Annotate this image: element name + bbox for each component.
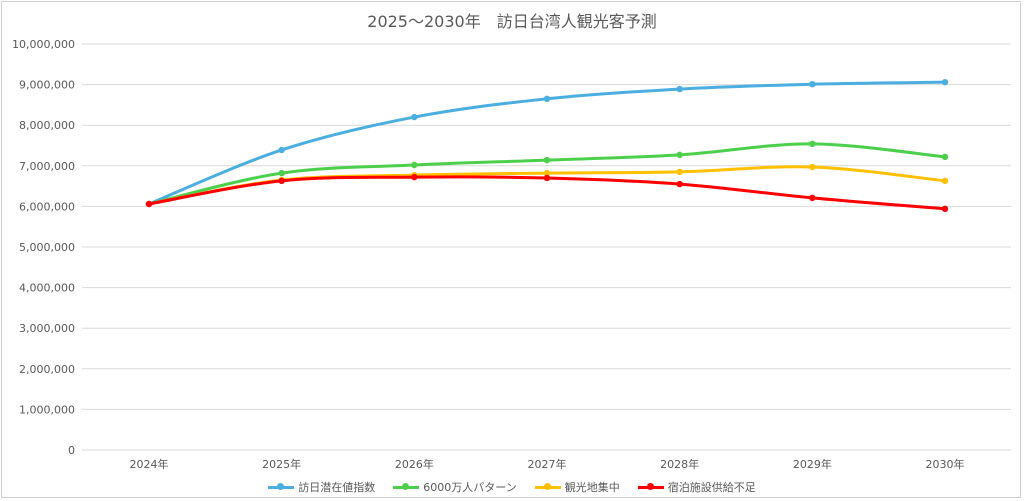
data-point <box>941 177 949 185</box>
x-tick-label: 2027年 <box>528 457 567 471</box>
legend-label: 観光地集中 <box>564 481 620 494</box>
data-point <box>676 151 683 159</box>
data-point <box>809 163 816 171</box>
legend: 訪日潜在値指数 6000万人パターン 観光地集中 宿泊施設供給不足 <box>0 479 1024 495</box>
y-tick-label: 6,000,000 <box>19 200 75 213</box>
legend-label: 訪日潜在値指数 <box>298 481 376 494</box>
data-point <box>145 200 153 208</box>
legend-item: 6000万人パターン <box>393 479 517 495</box>
series-line-3 <box>148 175 946 211</box>
data-point <box>411 173 418 181</box>
x-tick-label: 2028年 <box>660 457 699 471</box>
data-point <box>543 156 551 164</box>
data-point <box>278 146 285 154</box>
data-point <box>809 80 816 88</box>
x-tick-label: 2030年 <box>926 457 965 471</box>
y-tick-label: 0 <box>68 444 75 457</box>
legend-item: 訪日潜在値指数 <box>268 479 375 495</box>
y-tick-label: 7,000,000 <box>19 160 75 173</box>
data-point <box>543 174 551 182</box>
data-point <box>676 85 683 93</box>
data-point <box>809 140 816 148</box>
y-tick-label: 1,000,000 <box>19 403 75 416</box>
data-point <box>543 95 551 103</box>
data-point <box>278 177 285 185</box>
data-point <box>543 169 551 177</box>
data-point <box>809 194 816 202</box>
legend-item: 観光地集中 <box>534 479 620 495</box>
legend-label: 宿泊施設供給不足 <box>667 481 756 494</box>
x-tick-label: 2025年 <box>262 457 301 471</box>
x-tick-label: 2029年 <box>793 457 832 471</box>
legend-label: 6000万人パターン <box>423 481 517 494</box>
data-point <box>676 168 683 176</box>
data-point <box>941 205 949 213</box>
y-tick-label: 9,000,000 <box>19 79 75 92</box>
y-tick-label: 10,000,000 <box>12 38 75 51</box>
legend-marker-icon <box>534 483 561 490</box>
y-tick-label: 2,000,000 <box>19 363 75 376</box>
legend-item: 宿泊施設供給不足 <box>637 479 756 495</box>
data-point <box>941 153 949 161</box>
y-tick-label: 8,000,000 <box>19 119 75 132</box>
chart-title: 2025～2030年 訪日台湾人観光客予測 <box>367 12 657 31</box>
y-tick-label: 3,000,000 <box>19 322 75 335</box>
data-point <box>941 78 949 86</box>
legend-marker-icon <box>393 483 420 490</box>
x-tick-label: 2026年 <box>395 457 434 471</box>
legend-marker-icon <box>637 483 664 490</box>
data-point <box>676 180 683 188</box>
data-point <box>411 161 418 169</box>
data-point <box>278 169 285 177</box>
y-tick-label: 4,000,000 <box>19 282 75 295</box>
legend-marker-icon <box>268 483 295 490</box>
x-tick-label: 2024年 <box>130 457 169 471</box>
data-point <box>411 113 418 121</box>
y-tick-label: 5,000,000 <box>19 241 75 254</box>
